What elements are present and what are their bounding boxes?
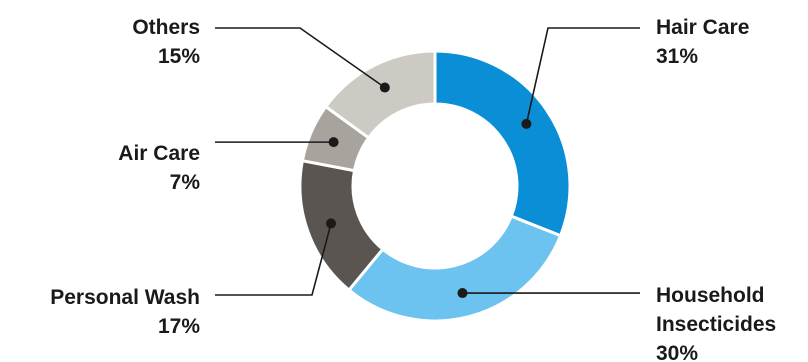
leader-dot-air-care	[328, 137, 339, 148]
leader-dot-hair-care	[521, 118, 532, 129]
leader-line-others	[215, 27, 386, 89]
leader-dot-others	[379, 82, 390, 93]
slice-household-insecticides	[346, 214, 563, 323]
label-household-insecticides-line1: Household	[656, 284, 765, 307]
leader-dot-household-insecticides	[457, 288, 468, 299]
slice-others	[323, 49, 437, 140]
leader-line-personal-wash	[215, 223, 332, 296]
value-air-care: 7%	[170, 171, 201, 194]
value-personal-wash: 17%	[158, 315, 200, 338]
label-hair-care: Hair Care	[656, 16, 749, 39]
label-air-care: Air Care	[118, 142, 200, 165]
leader-lines	[215, 27, 640, 299]
leader-dot-personal-wash	[326, 218, 337, 229]
label-personal-wash: Personal Wash	[50, 286, 200, 309]
leader-line-hair-care	[525, 27, 640, 125]
value-household-insecticides: 30%	[656, 342, 698, 362]
label-household-insecticides-line2: Insecticides	[656, 313, 776, 336]
donut-slices	[298, 49, 572, 323]
value-hair-care: 31%	[656, 45, 698, 68]
label-others: Others	[132, 16, 200, 39]
slice-hair-care	[433, 49, 572, 238]
value-others: 15%	[158, 45, 200, 68]
